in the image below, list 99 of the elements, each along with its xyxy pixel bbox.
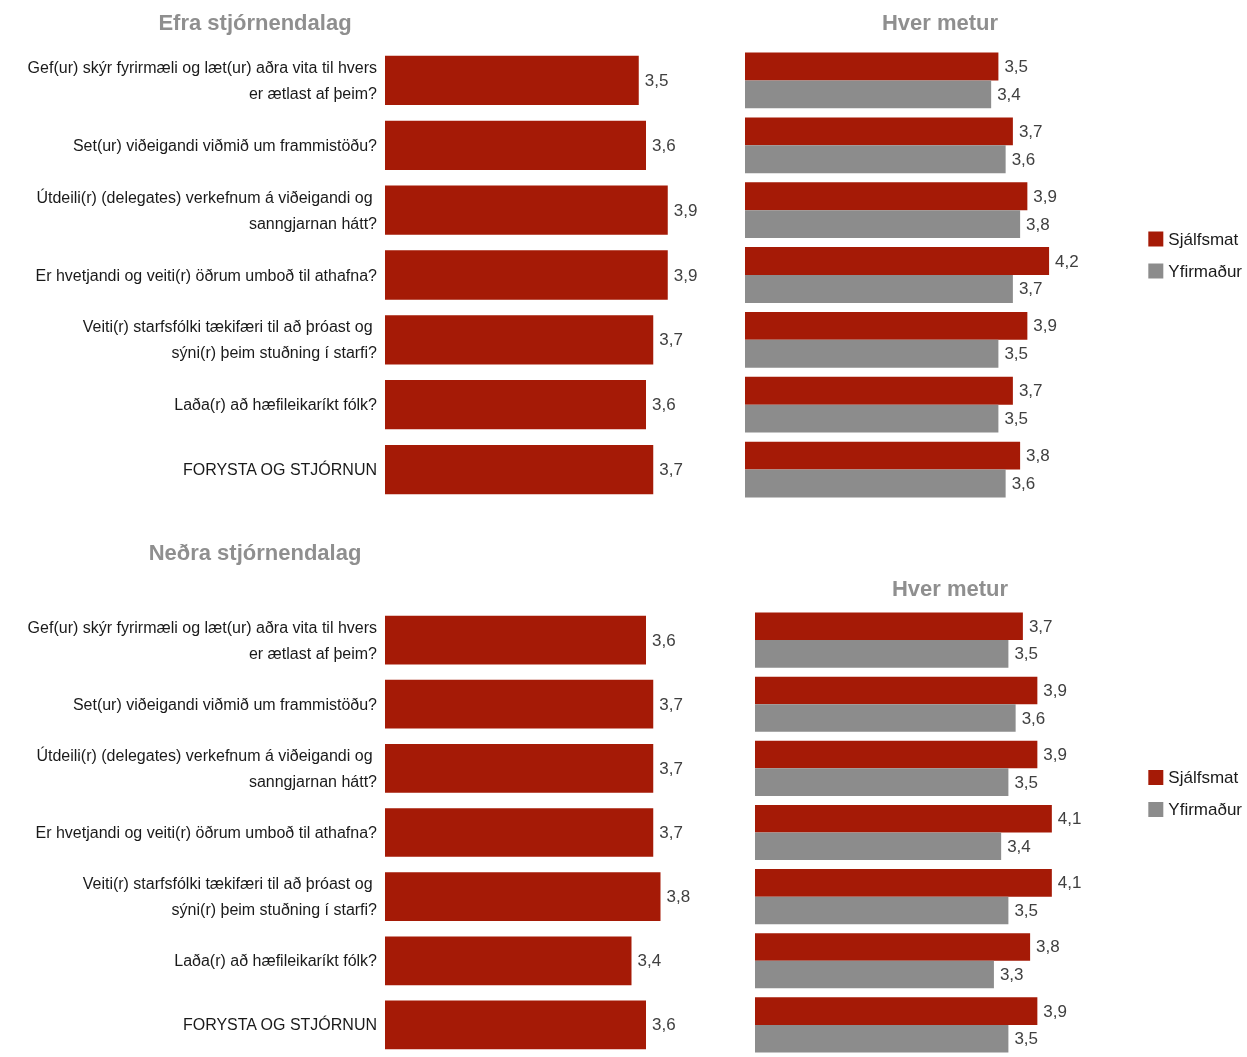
bar [745, 275, 1013, 303]
data-label: 3,4 [997, 84, 1021, 104]
legend-label: Yfirmaður [1168, 800, 1243, 819]
bar [385, 444, 654, 495]
y-tick-label: FORYSTA OG STJÓRNUN [182, 1015, 377, 1034]
bar [755, 804, 1052, 833]
data-label: 3,6 [652, 135, 676, 155]
data-label: 3,7 [659, 694, 683, 714]
legend-label: Sjálfsmat [1168, 768, 1239, 787]
chart-title: Efra stjórnendalag [158, 9, 352, 35]
bar [755, 1024, 1009, 1053]
bar [745, 145, 1006, 174]
bar [755, 832, 1002, 861]
data-label: 3,6 [1011, 149, 1036, 169]
bar [745, 117, 1013, 146]
bar [385, 380, 646, 430]
bar [385, 250, 668, 300]
data-label: 3,7 [1018, 121, 1043, 141]
data-label: 3,7 [659, 330, 683, 350]
bar [745, 311, 1028, 340]
y-tick-label: Set(ur) viðeigandi viðmið um frammistöðu? [72, 695, 378, 713]
bar [745, 182, 1028, 211]
data-label: 3,8 [666, 887, 691, 907]
bar [385, 120, 646, 170]
data-label: 3,9 [673, 200, 698, 220]
data-label: 3,9 [673, 265, 698, 285]
bar [745, 80, 992, 109]
data-label: 3,7 [1018, 381, 1043, 401]
data-label: 3,5 [1014, 772, 1039, 792]
data-label: 3,9 [1033, 316, 1057, 336]
y-tick-label: Veiti(r) starfsfólki tækifæri til að þróast og sýni(r) þeim stuðning í starfi? [82, 875, 378, 919]
data-label: 3,6 [652, 395, 676, 415]
y-tick-label: Er hvetjandi og veiti(r) öðrum umboð til athafna? [35, 266, 378, 284]
data-label: 3,7 [659, 460, 683, 480]
bar [745, 52, 999, 81]
bar [385, 185, 668, 235]
data-label: 3,7 [659, 758, 683, 778]
bar [755, 704, 1016, 732]
data-label: 3,6 [652, 630, 676, 650]
data-label: 3,5 [1004, 409, 1029, 429]
y-tick-label: Er hvetjandi og veiti(r) öðrum umboð til athafna? [35, 824, 378, 841]
bar [755, 740, 1038, 769]
bar [755, 640, 1009, 668]
data-label: 3,7 [659, 823, 683, 842]
bar [745, 469, 1006, 498]
data-label: 3,7 [1018, 279, 1043, 299]
y-tick-label: Set(ur) viðeigandi viðmið um frammistöðu? [72, 136, 378, 154]
bar [745, 404, 999, 433]
bar [755, 612, 1023, 641]
bar [755, 960, 994, 989]
data-label: 3,8 [1036, 937, 1060, 957]
data-label: 3,9 [1043, 680, 1067, 700]
y-tick-label: Gef(ur) skýr fyrirmæli og læt(ur) aðra vita til hvers er ætlast af þeim? [27, 618, 378, 662]
data-label: 3,9 [1033, 186, 1057, 206]
data-label: 3,5 [1014, 644, 1039, 664]
chart-title: Neðra stjórnendalag [148, 539, 362, 565]
data-label: 3,5 [1004, 56, 1029, 76]
bar [745, 247, 1050, 275]
bar [755, 933, 1031, 961]
data-label: 3,7 [1028, 616, 1053, 636]
y-tick-label: Laða(r) að hæfileikaríkt fólk? [174, 396, 378, 414]
data-label: 4,1 [1057, 809, 1082, 829]
data-label: 4,2 [1055, 251, 1079, 271]
data-label: 3,8 [1026, 214, 1050, 234]
data-label: 4,1 [1057, 873, 1082, 893]
data-label: 3,9 [1043, 1001, 1067, 1021]
data-label: 3,5 [644, 70, 669, 90]
bar [755, 869, 1052, 897]
y-tick-label: Laða(r) að hæfileikaríkt fólk? [174, 952, 378, 970]
bar [745, 441, 1021, 470]
bar [385, 315, 654, 365]
y-tick-label: Útdeili(r) (delegates) verkefnum á viðeigandi og sanngjarnan hátt? [36, 187, 378, 232]
bar [755, 768, 1009, 796]
bar [385, 55, 639, 106]
data-label: 3,4 [1007, 836, 1031, 856]
bar [745, 376, 1013, 405]
data-label: 3,6 [652, 1015, 676, 1035]
data-label: 3,5 [1014, 1029, 1039, 1049]
y-tick-label: Útdeili(r) (delegates) verkefnum á viðeigandi og sanngjarnan hátt? [36, 745, 378, 790]
data-label: 3,6 [1021, 708, 1046, 728]
y-tick-label: Gef(ur) skýr fyrirmæli og læt(ur) aðra vita til hvers er ætlast af þeim? [27, 58, 378, 102]
data-label: 3,3 [999, 965, 1024, 985]
bar [745, 339, 999, 368]
bar [755, 676, 1038, 705]
data-label: 3,5 [1004, 344, 1029, 364]
chart-title: Hver metur [891, 575, 1009, 601]
data-label: 3,6 [1011, 474, 1036, 494]
bar [755, 997, 1038, 1025]
legend-label: Yfirmaður [1168, 261, 1243, 281]
data-label: 3,9 [1043, 745, 1067, 765]
bar [745, 210, 1021, 239]
bar [755, 896, 1009, 925]
data-label: 3,5 [1014, 900, 1039, 920]
y-tick-label: FORYSTA OG STJÓRNUN [182, 460, 377, 479]
y-tick-label: Veiti(r) starfsfólki tækifæri til að þróast og sýni(r) þeim stuðning í starfi? [82, 318, 378, 362]
chart-title: Hver metur [881, 9, 999, 35]
legend-label: Sjálfsmat [1168, 229, 1239, 249]
data-label: 3,8 [1026, 446, 1050, 466]
data-label: 3,4 [637, 951, 662, 971]
